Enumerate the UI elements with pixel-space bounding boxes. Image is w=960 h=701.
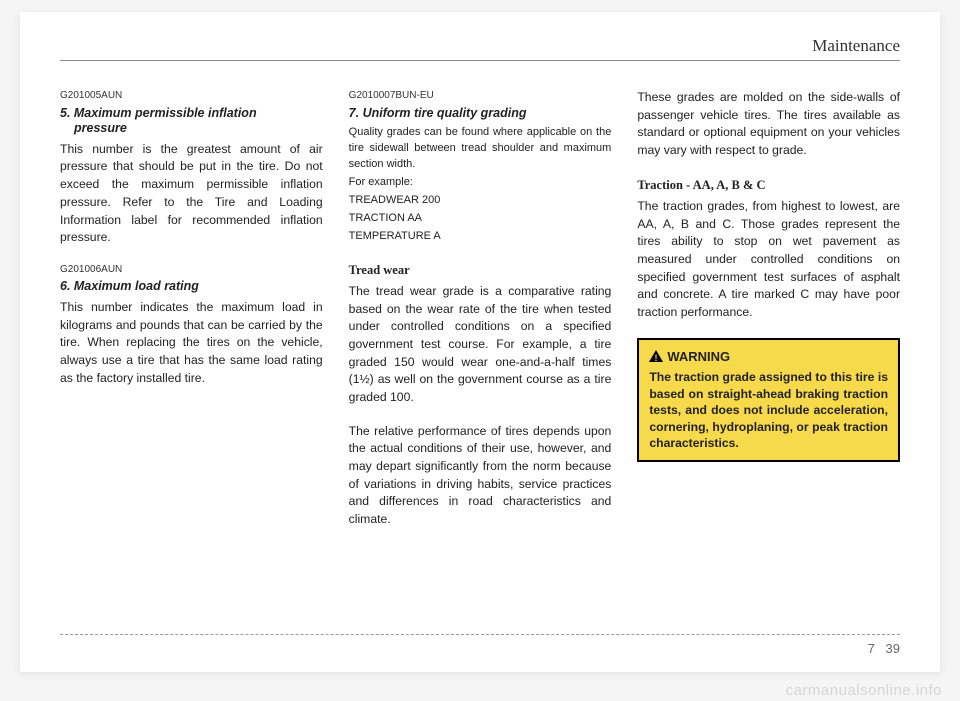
body-text: The relative performance of tires depend… <box>349 423 612 529</box>
chapter-number: 7 <box>868 641 875 656</box>
warning-body: The traction grade assigned to this tire… <box>649 369 888 451</box>
subsection-head: Tread wear <box>349 261 612 279</box>
subsection-head: Traction - AA, A, B & C <box>637 176 900 194</box>
example-value: TRACTION AA <box>349 211 612 227</box>
page: Maintenance G201005AUN 5. Maximum permis… <box>20 12 940 672</box>
body-text: The traction grades, from highest to low… <box>637 198 900 322</box>
warning-title: ! WARNING <box>649 348 888 366</box>
body-text: This number indicates the maximum load i… <box>60 299 323 387</box>
page-number: 39 <box>886 641 900 656</box>
warning-label: WARNING <box>667 348 730 366</box>
warning-icon: ! <box>649 350 663 362</box>
example-value: TREADWEAR 200 <box>349 193 612 209</box>
ref-code: G201005AUN <box>60 89 323 104</box>
body-text: Quality grades can be found where applic… <box>349 125 612 173</box>
title-line: pressure <box>60 121 323 137</box>
subsection-title: 5. Maximum permissible inflation pressur… <box>60 106 323 137</box>
warning-box: ! WARNING The traction grade assigned to… <box>637 338 900 462</box>
column-3: These grades are molded on the side-wall… <box>637 89 900 545</box>
body-text: This number is the greatest amount of ai… <box>60 141 323 247</box>
page-footer: 7 39 <box>60 634 900 656</box>
title-line: 5. Maximum permissible inflation <box>60 106 257 120</box>
body-text: These grades are molded on the side-wall… <box>637 89 900 160</box>
svg-text:!: ! <box>655 353 658 362</box>
ref-code: G2010007BUN-EU <box>349 89 612 104</box>
body-text: The tread wear grade is a comparative ra… <box>349 283 612 407</box>
watermark: carmanualsonline.info <box>786 682 942 699</box>
ref-code: G201006AUN <box>60 263 323 278</box>
column-2: G2010007BUN-EU 7. Uniform tire quality g… <box>349 89 612 545</box>
example-value: TEMPERATURE A <box>349 229 612 245</box>
column-1: G201005AUN 5. Maximum permissible inflat… <box>60 89 323 545</box>
subsection-title: 7. Uniform tire quality grading <box>349 106 612 122</box>
section-header: Maintenance <box>60 36 900 61</box>
content-columns: G201005AUN 5. Maximum permissible inflat… <box>60 89 900 545</box>
subsection-title: 6. Maximum load rating <box>60 279 323 295</box>
body-text: For example: <box>349 175 612 191</box>
